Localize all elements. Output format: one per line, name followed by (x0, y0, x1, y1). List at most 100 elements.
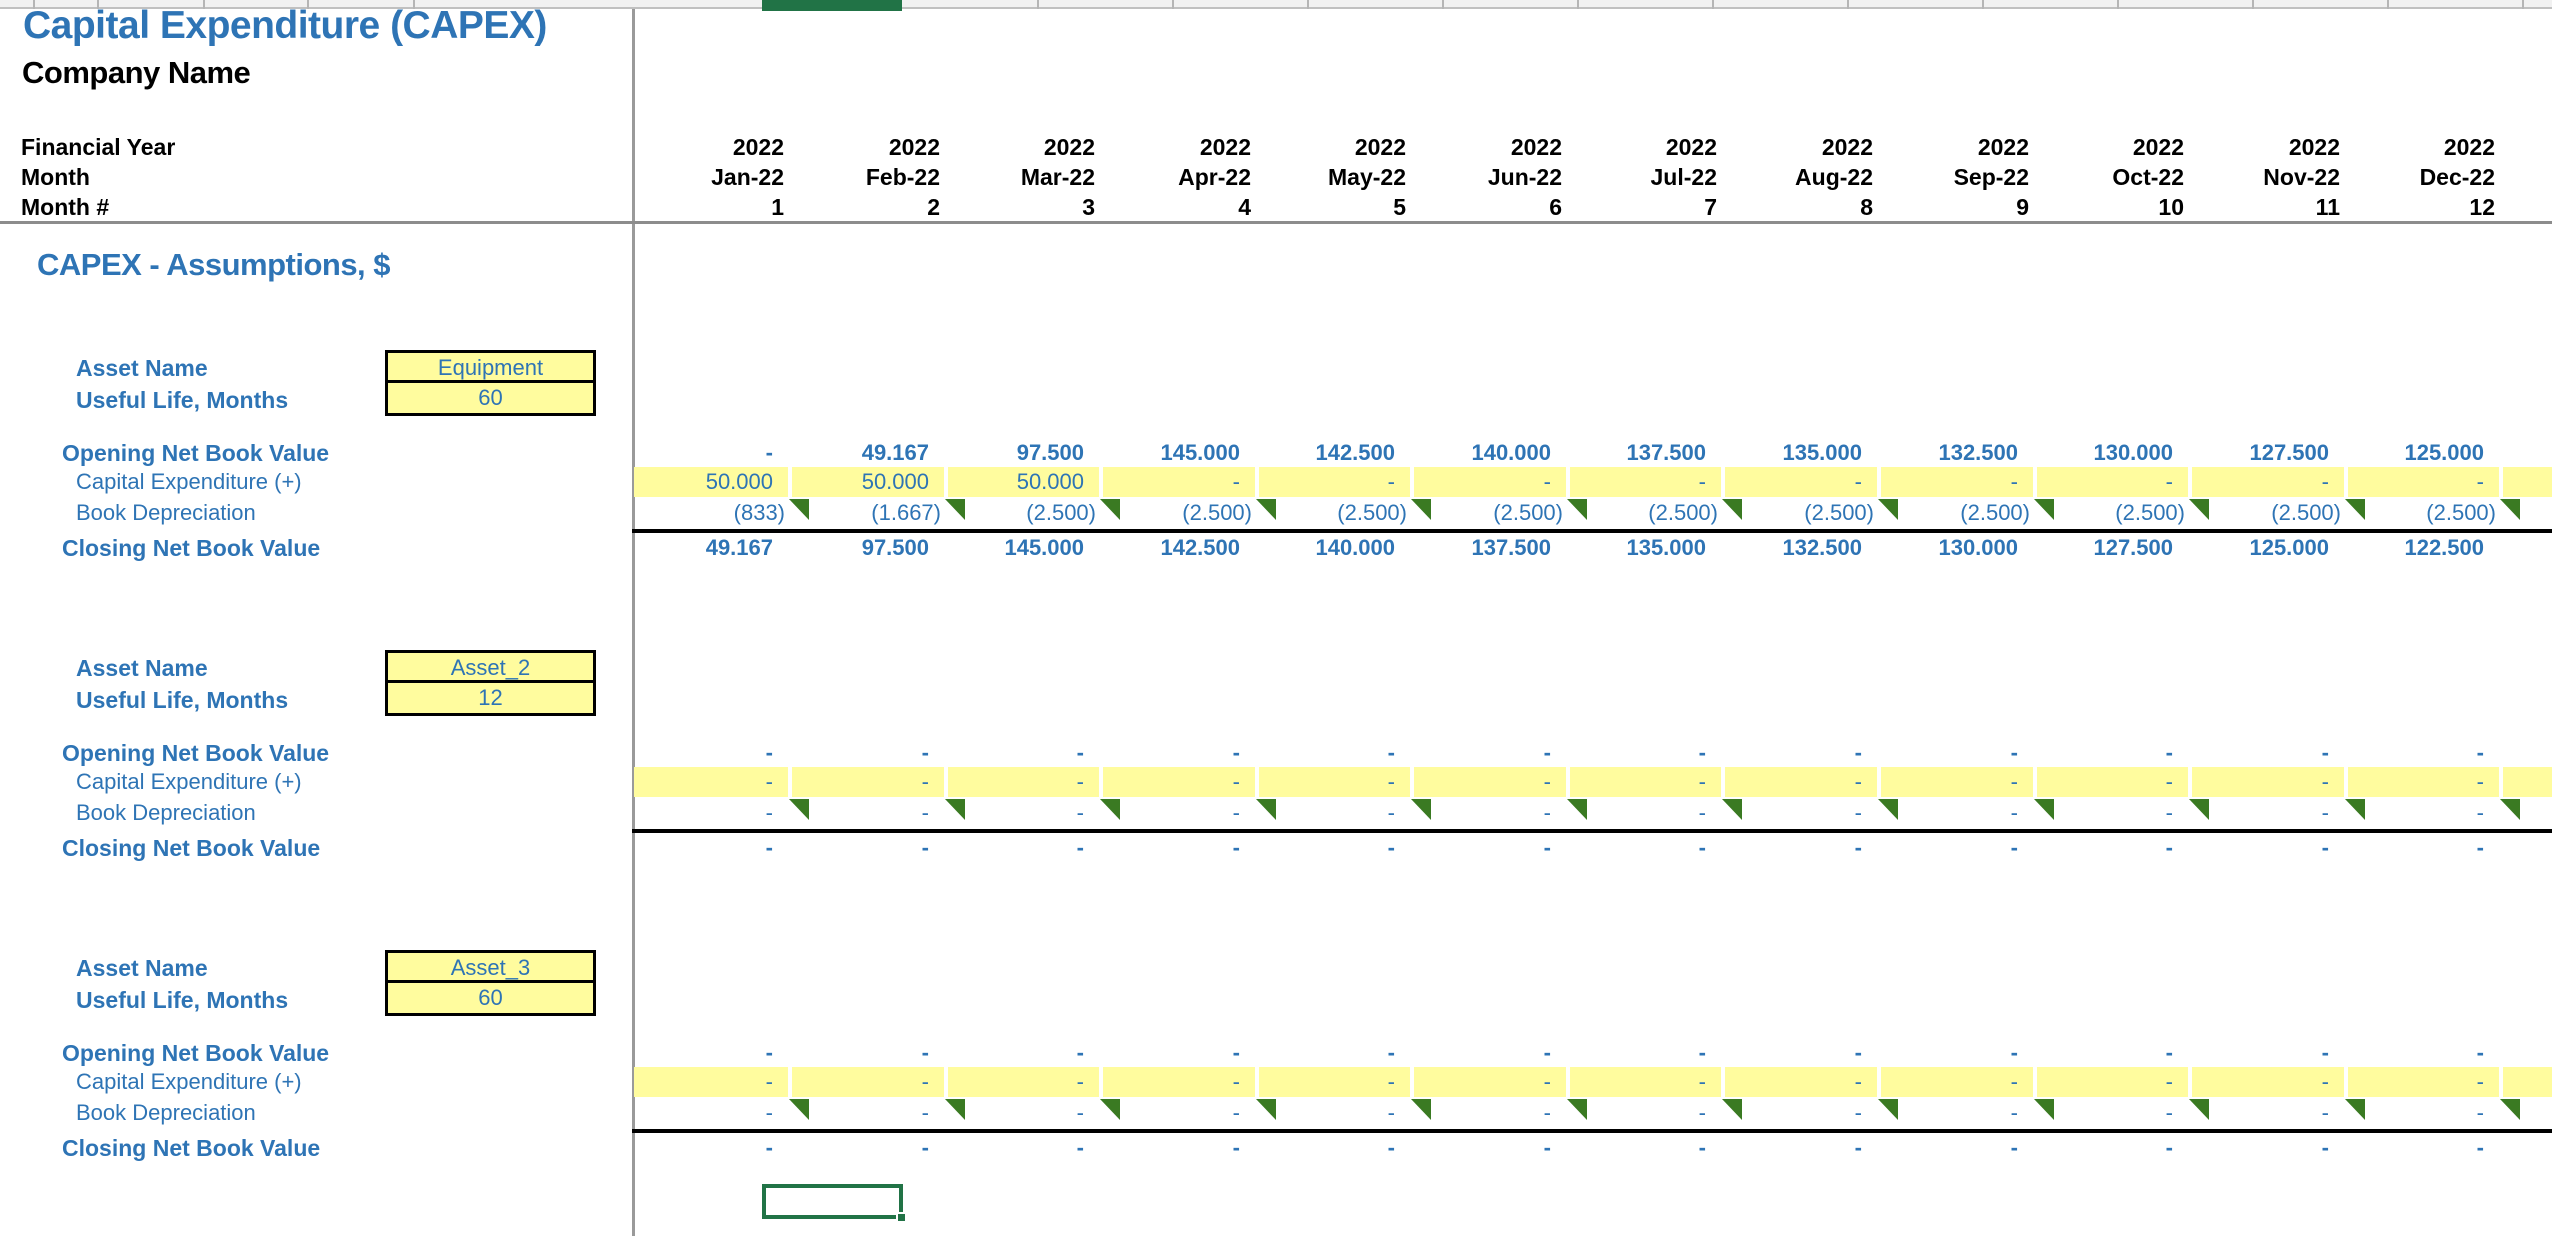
capex-input-cell[interactable]: - (1232, 769, 1240, 794)
capex-input-cell[interactable]: - (2321, 469, 2329, 494)
header-month-number-cell[interactable]: 1 (771, 194, 784, 220)
closing-value-cell[interactable]: - (2010, 835, 2018, 860)
closing-value-cell[interactable]: - (1387, 1135, 1395, 1160)
opening-value-cell[interactable]: 130.000 (2093, 440, 2173, 465)
asset-name-input[interactable]: Asset_3 (388, 953, 593, 983)
depreciation-value-cell[interactable]: (1.667) (871, 500, 941, 525)
depreciation-value-cell[interactable]: - (2165, 800, 2173, 825)
opening-value-cell[interactable]: 137.500 (1626, 440, 1706, 465)
fill-handle[interactable] (896, 1212, 907, 1223)
asset-name-input[interactable]: Equipment (388, 353, 593, 383)
header-month-cell[interactable]: Dec-22 (2419, 164, 2495, 190)
header-month-cell[interactable]: Oct-22 (2112, 164, 2184, 190)
capex-input-cell[interactable]: - (2010, 769, 2018, 794)
header-year-cell[interactable]: 2022 (1510, 134, 1562, 160)
opening-value-cell[interactable]: - (1387, 1040, 1395, 1065)
capex-input-cell[interactable]: - (1232, 1069, 1240, 1094)
opening-value-cell[interactable]: - (1076, 1040, 1084, 1065)
opening-value-cell[interactable]: - (921, 1040, 929, 1065)
header-year-cell[interactable]: 2022 (1977, 134, 2029, 160)
depreciation-value-cell[interactable]: - (2010, 1100, 2018, 1125)
closing-value-cell[interactable]: - (1076, 1135, 1084, 1160)
capex-input-cell[interactable]: - (1387, 469, 1395, 494)
depreciation-value-cell[interactable]: - (2476, 800, 2484, 825)
depreciation-value-cell[interactable]: (2.500) (1960, 500, 2030, 525)
depreciation-value-cell[interactable]: - (1387, 1100, 1395, 1125)
capex-input-cell[interactable]: - (2165, 469, 2173, 494)
depreciation-value-cell[interactable]: - (1076, 800, 1084, 825)
opening-value-cell[interactable]: - (1387, 740, 1395, 765)
closing-value-cell[interactable]: - (2010, 1135, 2018, 1160)
header-year-cell[interactable]: 2022 (2288, 134, 2340, 160)
depreciation-value-cell[interactable]: (2.500) (1804, 500, 1874, 525)
capex-input-cell[interactable]: - (765, 769, 773, 794)
opening-value-cell[interactable]: 142.500 (1315, 440, 1395, 465)
opening-value-cell[interactable]: - (2165, 1040, 2173, 1065)
header-month-cell[interactable]: Jul-22 (1650, 164, 1717, 190)
capex-input-cell[interactable]: 50.000 (861, 469, 929, 494)
header-month-number-cell[interactable]: 2 (927, 194, 940, 220)
header-month-number-cell[interactable]: 10 (2158, 194, 2184, 220)
capex-input-cell[interactable]: - (765, 1069, 773, 1094)
opening-value-cell[interactable]: 132.500 (1938, 440, 2018, 465)
header-month-number-cell[interactable]: 5 (1393, 194, 1406, 220)
capex-input-cell[interactable]: - (1387, 769, 1395, 794)
depreciation-value-cell[interactable]: - (2010, 800, 2018, 825)
header-month-number-cell[interactable]: 7 (1704, 194, 1717, 220)
opening-value-cell[interactable]: - (1232, 1040, 1240, 1065)
depreciation-value-cell[interactable]: - (1543, 1100, 1551, 1125)
capex-input-cell[interactable]: - (1543, 469, 1551, 494)
header-month-cell[interactable]: Mar-22 (1020, 164, 1095, 190)
useful-life-input[interactable]: 60 (478, 385, 503, 410)
capex-input-cell[interactable]: - (1854, 1069, 1862, 1094)
capex-input-cell[interactable]: 50.000 (705, 469, 773, 494)
closing-value-cell[interactable]: - (921, 835, 929, 860)
opening-value-cell[interactable]: - (765, 440, 773, 465)
header-month-number-cell[interactable]: 3 (1082, 194, 1095, 220)
closing-value-cell[interactable]: 125.000 (2249, 535, 2329, 560)
header-month-number-cell[interactable]: 11 (2315, 194, 2340, 220)
depreciation-value-cell[interactable]: (2.500) (2115, 500, 2185, 525)
opening-value-cell[interactable]: - (1543, 740, 1551, 765)
capex-input-cell[interactable]: - (1854, 469, 1862, 494)
closing-value-cell[interactable]: - (2165, 1135, 2173, 1160)
depreciation-value-cell[interactable]: (2.500) (1026, 500, 1096, 525)
closing-value-cell[interactable]: - (1232, 835, 1240, 860)
capex-input-cell[interactable]: - (2476, 1069, 2484, 1094)
closing-value-cell[interactable]: 130.000 (1938, 535, 2018, 560)
header-month-cell[interactable]: May-22 (1328, 164, 1406, 190)
header-month-cell[interactable]: Feb-22 (865, 164, 940, 190)
header-month-number-cell[interactable]: 6 (1549, 194, 1562, 220)
capex-input-cell[interactable]: - (1387, 1069, 1395, 1094)
opening-value-cell[interactable]: 135.000 (1782, 440, 1862, 465)
depreciation-value-cell[interactable]: - (1854, 1100, 1862, 1125)
opening-value-cell[interactable]: - (1232, 740, 1240, 765)
useful-life-input[interactable]: 60 (478, 985, 503, 1010)
capex-input-cell[interactable]: - (1698, 469, 1706, 494)
depreciation-value-cell[interactable]: (2.500) (2271, 500, 2341, 525)
opening-value-cell[interactable]: - (765, 1040, 773, 1065)
opening-value-cell[interactable]: - (2321, 1040, 2329, 1065)
closing-value-cell[interactable]: 122.500 (2404, 535, 2484, 560)
capex-input-cell[interactable]: - (2010, 469, 2018, 494)
capex-input-cell[interactable]: - (1232, 469, 1240, 494)
header-year-cell[interactable]: 2022 (2132, 134, 2184, 160)
header-year-cell[interactable]: 2022 (732, 134, 784, 160)
depreciation-value-cell[interactable]: - (1543, 800, 1551, 825)
closing-value-cell[interactable]: 145.000 (1004, 535, 1084, 560)
opening-value-cell[interactable]: - (2165, 740, 2173, 765)
depreciation-value-cell[interactable]: (2.500) (2426, 500, 2496, 525)
closing-value-cell[interactable]: - (1698, 1135, 1706, 1160)
closing-value-cell[interactable]: 142.500 (1160, 535, 1240, 560)
depreciation-value-cell[interactable]: - (2165, 1100, 2173, 1125)
depreciation-value-cell[interactable]: - (1698, 1100, 1706, 1125)
opening-value-cell[interactable]: 127.500 (2249, 440, 2329, 465)
closing-value-cell[interactable]: 132.500 (1782, 535, 1862, 560)
closing-value-cell[interactable]: 49.167 (705, 535, 773, 560)
closing-value-cell[interactable]: - (765, 1135, 773, 1160)
closing-value-cell[interactable]: - (1698, 835, 1706, 860)
header-month-cell[interactable]: Jan-22 (711, 164, 784, 190)
closing-value-cell[interactable]: - (1076, 835, 1084, 860)
capex-input-cell[interactable]: - (2010, 1069, 2018, 1094)
opening-value-cell[interactable]: 145.000 (1160, 440, 1240, 465)
